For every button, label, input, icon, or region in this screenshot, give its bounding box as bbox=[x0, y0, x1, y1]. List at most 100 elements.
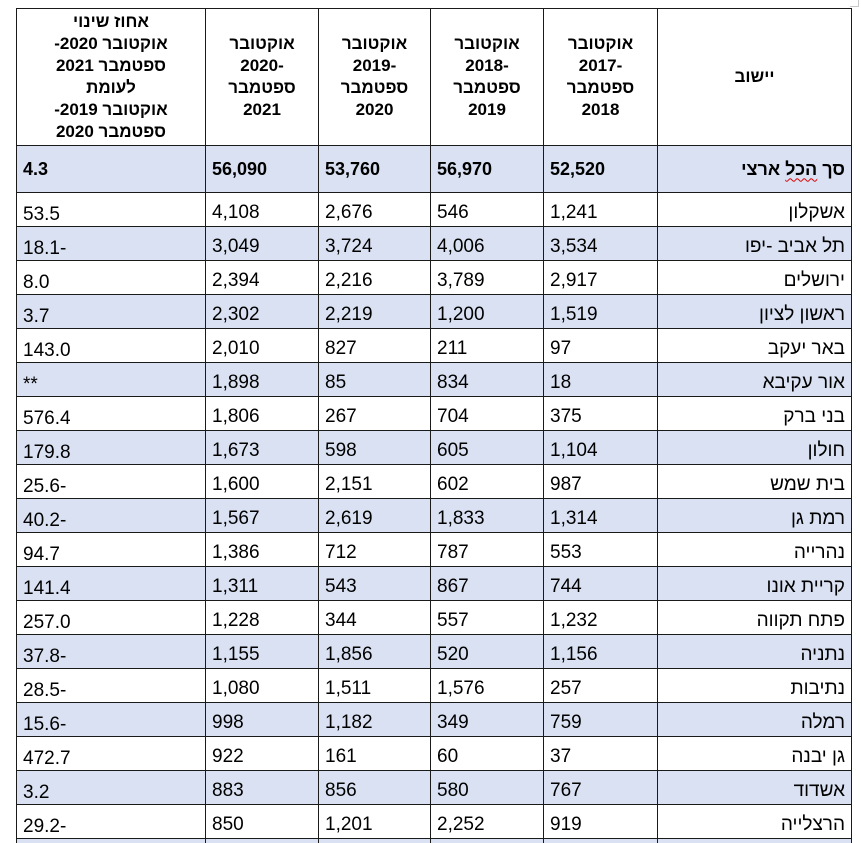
header-line: -2017 bbox=[550, 55, 651, 77]
value-cell: 2,917 bbox=[544, 261, 658, 295]
locality-cell: אשדוד bbox=[658, 771, 852, 805]
value-cell: 712 bbox=[319, 533, 431, 567]
change-cell: -18.1 bbox=[17, 227, 206, 261]
value-cell: 2,252 bbox=[431, 805, 544, 839]
header-line: אחוז שינוי bbox=[23, 11, 199, 33]
value-cell: 1,200 bbox=[431, 295, 544, 329]
value-cell: 553 bbox=[544, 533, 658, 567]
change-cell: 94.7 bbox=[17, 533, 206, 567]
locality-cell: הרצלייה bbox=[658, 805, 852, 839]
value-cell: 1,600 bbox=[206, 465, 319, 499]
value-cell: 1,314 bbox=[544, 499, 658, 533]
change-cell: 3.2 bbox=[17, 771, 206, 805]
locality-cell: אשקלון bbox=[658, 193, 852, 227]
header-line: ספטמבר bbox=[212, 77, 312, 99]
value-cell: 1,806 bbox=[206, 397, 319, 431]
national-total-row: סך הכל ארצי 52,520 56,970 53,760 56,090 … bbox=[17, 146, 852, 193]
value-cell: 827 bbox=[319, 329, 431, 363]
locality-cell: חולון bbox=[658, 431, 852, 465]
header-line: לעומת bbox=[23, 77, 199, 99]
header-period-2017: אוקטובר -2017 ספטמבר 2018 bbox=[544, 9, 658, 146]
change-cell: -15.6 bbox=[17, 703, 206, 737]
change-cell: 53.5 bbox=[17, 193, 206, 227]
value-cell: 543 bbox=[319, 567, 431, 601]
value-cell: 520 bbox=[431, 635, 544, 669]
locality-cell: ראשון לציון bbox=[658, 295, 852, 329]
locality-cell: בני ברק bbox=[658, 397, 852, 431]
value-cell: 18 bbox=[544, 363, 658, 397]
header-period-2020: אוקטובר -2020 ספטמבר 2021 bbox=[206, 9, 319, 146]
value-cell: 1,673 bbox=[206, 431, 319, 465]
header-line: 2019 bbox=[437, 99, 537, 121]
header-line: 2020 bbox=[325, 99, 424, 121]
header-line: ספטמבר bbox=[550, 77, 651, 99]
value-cell: 2,302 bbox=[206, 295, 319, 329]
header-period-2018: אוקטובר -2018 ספטמבר 2019 bbox=[431, 9, 544, 146]
total-label: סך הכל ארצי bbox=[658, 146, 852, 193]
locality-cell: רמלה bbox=[658, 703, 852, 737]
value-cell: 1,080 bbox=[206, 669, 319, 703]
value-cell: 85 bbox=[319, 363, 431, 397]
value-cell: 3,534 bbox=[544, 227, 658, 261]
value-cell: 267 bbox=[319, 397, 431, 431]
value-cell: 1,155 bbox=[206, 635, 319, 669]
locality-cell: נתניה bbox=[658, 635, 852, 669]
total-label-post: ארצי bbox=[741, 159, 785, 179]
value-cell: 1,228 bbox=[206, 601, 319, 635]
header-line: אוקטובר bbox=[550, 33, 651, 55]
header-line: 2018 bbox=[550, 99, 651, 121]
change-cell: -25.6 bbox=[17, 465, 206, 499]
value-cell: 2,216 bbox=[319, 261, 431, 295]
value-cell: 3,049 bbox=[206, 227, 319, 261]
value-cell: 1,156 bbox=[544, 635, 658, 669]
partial-cell bbox=[319, 839, 431, 843]
value-cell: 850 bbox=[206, 805, 319, 839]
value-cell: 37 bbox=[544, 737, 658, 771]
value-cell: 3,724 bbox=[319, 227, 431, 261]
value-cell: 1,856 bbox=[319, 635, 431, 669]
value-cell: 257 bbox=[544, 669, 658, 703]
data-table: יישוב אוקטובר -2017 ספטמבר 2018 אוקטובר … bbox=[16, 8, 852, 843]
value-cell: 2,676 bbox=[319, 193, 431, 227]
locality-cell: באר יעקב bbox=[658, 329, 852, 363]
value-cell: 4,108 bbox=[206, 193, 319, 227]
value-cell: 1,898 bbox=[206, 363, 319, 397]
change-cell: 257.0 bbox=[17, 601, 206, 635]
value-cell: 557 bbox=[431, 601, 544, 635]
value-cell: 704 bbox=[431, 397, 544, 431]
value-cell: 856 bbox=[319, 771, 431, 805]
header-line: ספטמבר bbox=[437, 77, 537, 99]
total-label-squiggle: הכל bbox=[785, 159, 817, 179]
value-cell: 1,511 bbox=[319, 669, 431, 703]
value-cell: 2,394 bbox=[206, 261, 319, 295]
value-cell: 602 bbox=[431, 465, 544, 499]
header-line: אוקטובר bbox=[437, 33, 537, 55]
value-cell: 2,151 bbox=[319, 465, 431, 499]
header-line: 2021 bbox=[212, 99, 312, 121]
locality-cell: פתח תקווה bbox=[658, 601, 852, 635]
header-line: ספטמבר bbox=[325, 77, 424, 99]
value-cell: 60 bbox=[431, 737, 544, 771]
value-cell: 1,232 bbox=[544, 601, 658, 635]
header-period-2019: אוקטובר -2019 ספטמבר 2020 bbox=[319, 9, 431, 146]
change-cell: 179.8 bbox=[17, 431, 206, 465]
value-cell: 1,833 bbox=[431, 499, 544, 533]
total-cell: 52,520 bbox=[544, 146, 658, 193]
value-cell: 344 bbox=[319, 601, 431, 635]
change-cell: ** bbox=[17, 363, 206, 397]
value-cell: 2,619 bbox=[319, 499, 431, 533]
change-cell: 3.7 bbox=[17, 295, 206, 329]
value-cell: 1,201 bbox=[319, 805, 431, 839]
header-locality: יישוב bbox=[658, 9, 852, 146]
